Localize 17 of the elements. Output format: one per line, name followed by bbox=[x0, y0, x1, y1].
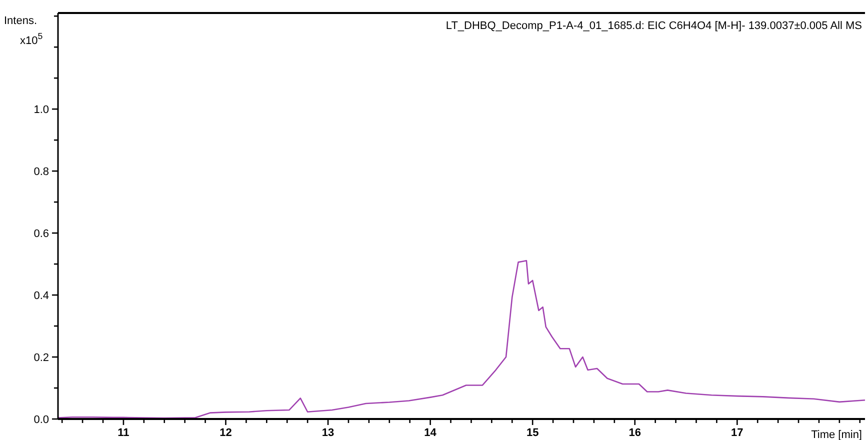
y-tick-label: 0.6 bbox=[34, 228, 49, 240]
y-tick-label: 0.8 bbox=[34, 166, 49, 178]
x-tick-label: 11 bbox=[118, 427, 130, 439]
y-tick-label: 1.0 bbox=[34, 104, 49, 116]
x-axis-title: Time [min] bbox=[811, 429, 862, 440]
x-tick-label: 17 bbox=[731, 427, 744, 439]
y-axis-title: Intens. bbox=[4, 15, 38, 27]
x-tick-label: 14 bbox=[424, 427, 438, 439]
x-tick-label: 15 bbox=[526, 427, 539, 439]
y-tick-label: 0.0 bbox=[34, 414, 49, 426]
y-tick-label: 0.2 bbox=[34, 352, 49, 364]
text: x10$^{5}$ bbox=[20, 31, 43, 47]
x-tick-label: 16 bbox=[628, 427, 641, 439]
x-tick-label: 13 bbox=[322, 427, 334, 439]
text: LT_DHBQ_Decomp_P1-A-4_01_1685.d: EIC C6H4O4 [M-H]- 139.0037±0.005 All MS bbox=[446, 20, 862, 32]
y-tick-label: 0.4 bbox=[34, 290, 49, 302]
x-tick-label: 12 bbox=[220, 427, 232, 439]
